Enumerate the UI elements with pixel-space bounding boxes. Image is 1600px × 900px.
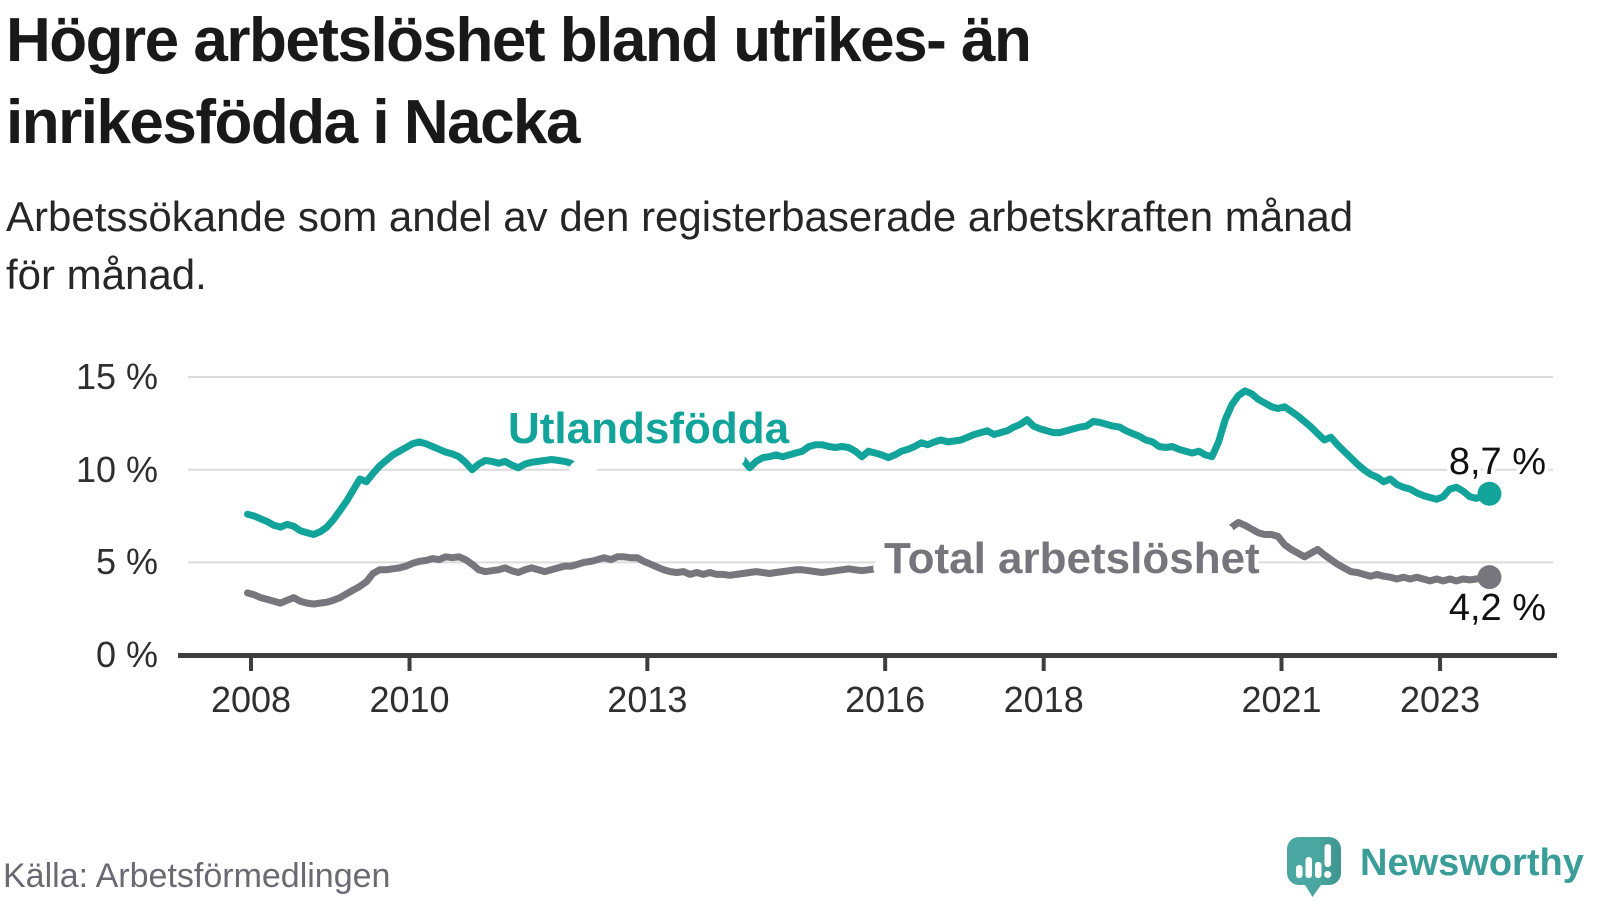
series-end-dot-0 bbox=[1477, 481, 1502, 506]
page-title: Högre arbetslöshet bland utrikes- än inr… bbox=[6, 0, 1406, 164]
title-line-2: inrikesfödda i Nacka bbox=[6, 88, 581, 157]
x-axis-label: 2018 bbox=[1003, 679, 1084, 720]
y-axis-label: 15 % bbox=[75, 356, 158, 398]
bar-3 bbox=[1315, 862, 1322, 878]
series-line-0 bbox=[244, 387, 1493, 538]
x-axis-label: 2008 bbox=[210, 679, 292, 720]
newsworthy-logo: Newsworthy bbox=[1286, 836, 1584, 898]
x-axis-label: 2023 bbox=[1400, 679, 1481, 720]
series-label-utlandsfodda: Utlandsfödda bbox=[508, 404, 790, 453]
chart-subtitle: Arbetssökande som andel av den registerb… bbox=[6, 188, 1566, 304]
exclamation-bar bbox=[1324, 844, 1331, 867]
x-axis-label: 2016 bbox=[845, 679, 926, 720]
label-casing-1 bbox=[873, 524, 1234, 581]
label-casing-0 bbox=[569, 442, 745, 479]
source-note: Källa: Arbetsförmedlingen bbox=[3, 857, 391, 895]
title-line-1: Högre arbetslöshet bland utrikes- än bbox=[6, 6, 1032, 75]
bar-2 bbox=[1305, 857, 1312, 878]
newsworthy-wordmark: Newsworthy bbox=[1360, 842, 1584, 884]
y-axis-label: 10 % bbox=[75, 448, 158, 490]
subtitle-line-2: för månad. bbox=[6, 251, 207, 298]
subtitle-line-1: Arbetssökande som andel av den registerb… bbox=[6, 193, 1354, 240]
end-value-label-utlandsfodda: 8,7 % bbox=[1448, 441, 1546, 483]
newsworthy-speech-bubble-icon bbox=[1287, 837, 1341, 897]
end-value-label-total: 4,2 % bbox=[1448, 587, 1546, 629]
x-axis-label: 2013 bbox=[607, 679, 688, 720]
x-axis-label: 2021 bbox=[1241, 679, 1322, 720]
series-label-total: Total arbetslöshet bbox=[884, 534, 1260, 583]
exclamation-dot bbox=[1324, 870, 1332, 879]
bar-1 bbox=[1296, 865, 1303, 878]
x-axis-label: 2010 bbox=[369, 679, 450, 720]
y-axis-label: 0 % bbox=[95, 634, 158, 675]
y-axis-label: 5 % bbox=[95, 541, 158, 583]
series-end-dot-1 bbox=[1477, 565, 1502, 590]
series-line-1 bbox=[244, 519, 1493, 608]
bubble-shape bbox=[1287, 837, 1341, 897]
